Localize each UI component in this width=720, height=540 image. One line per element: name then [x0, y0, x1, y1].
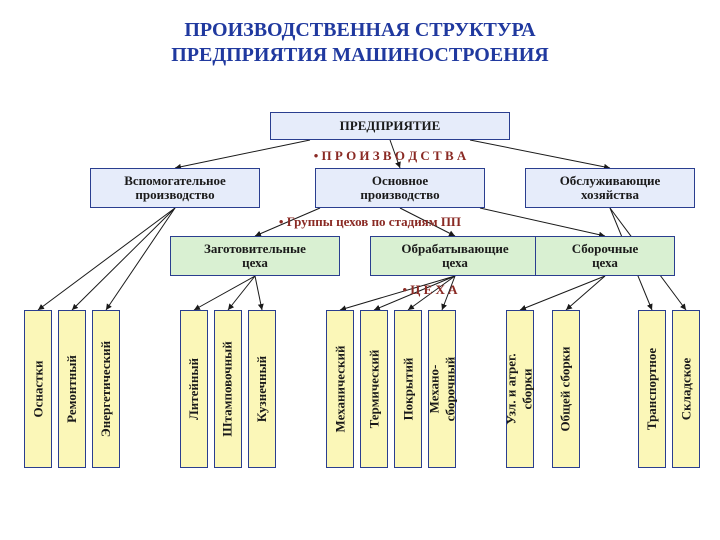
- processing-shops-label: Обрабатывающиецеха: [401, 242, 508, 271]
- shop-label: Покрытий: [400, 358, 416, 421]
- shop-procure-2: Кузнечный: [248, 310, 276, 468]
- shop-label: Ремонтный: [64, 355, 80, 423]
- diagram-root: ПРОИЗВОДСТВЕННАЯ СТРУКТУРА ПРЕДПРИЯТИЯ М…: [0, 0, 720, 540]
- assembly-shops-box: Сборочныецеха: [535, 236, 675, 276]
- processing-shops-box: Обрабатывающиецеха: [370, 236, 540, 276]
- label-shops: • Ц Е Х А: [360, 282, 500, 298]
- shop-label: Штамповочный: [220, 341, 236, 436]
- shop-label: Энергетический: [98, 341, 114, 437]
- shop-process-2: Покрытий: [394, 310, 422, 468]
- shop-procure-1: Штамповочный: [214, 310, 242, 468]
- shop-label: Складское: [678, 358, 694, 421]
- shop-label: Общей сборки: [558, 346, 574, 431]
- shop-label: Литейный: [186, 358, 202, 420]
- shop-aux-0: Оснастки: [24, 310, 52, 468]
- shop-process-3: Механо-сборочный: [428, 310, 456, 468]
- shop-label: Транспортное: [644, 348, 660, 430]
- shop-process-0: Механический: [326, 310, 354, 468]
- label-groups: • Группы цехов по стадиям ПП: [240, 214, 500, 230]
- main-production-label: Основноепроизводство: [360, 174, 439, 203]
- root-label: ПРЕДПРИЯТИЕ: [340, 119, 441, 133]
- shop-assembly-1: Общей сборки: [552, 310, 580, 468]
- shop-process-1: Термический: [360, 310, 388, 468]
- title-line-2: ПРЕДПРИЯТИЯ МАШИНОСТРОЕНИЯ: [171, 44, 549, 66]
- shop-assembly-0: Узл. и агрег.сборки: [506, 310, 534, 468]
- title-line-1: ПРОИЗВОДСТВЕННАЯ СТРУКТУРА: [184, 19, 535, 41]
- shop-service-1: Складское: [672, 310, 700, 468]
- shop-label: Узл. и агрег.сборки: [504, 353, 536, 424]
- shop-service-0: Транспортное: [638, 310, 666, 468]
- procurement-shops-box: Заготовительныецеха: [170, 236, 340, 276]
- shop-procure-0: Литейный: [180, 310, 208, 468]
- label-productions: • П Р О И З В О Д С Т В А: [270, 148, 510, 164]
- assembly-shops-label: Сборочныецеха: [572, 242, 639, 271]
- service-box: Обслуживающиехозяйства: [525, 168, 695, 208]
- shop-label: Механический: [332, 346, 348, 433]
- service-label: Обслуживающиехозяйства: [560, 174, 661, 203]
- aux-production-box: Вспомогательноепроизводство: [90, 168, 260, 208]
- shop-aux-1: Ремонтный: [58, 310, 86, 468]
- root-box: ПРЕДПРИЯТИЕ: [270, 112, 510, 140]
- shop-label: Оснастки: [30, 360, 46, 417]
- aux-production-label: Вспомогательноепроизводство: [124, 174, 226, 203]
- procurement-shops-label: Заготовительныецеха: [204, 242, 306, 271]
- shop-aux-2: Энергетический: [92, 310, 120, 468]
- shop-label: Кузнечный: [254, 356, 270, 422]
- diagram-title: ПРОИЗВОДСТВЕННАЯ СТРУКТУРА ПРЕДПРИЯТИЯ М…: [0, 18, 720, 68]
- shop-label: Термический: [366, 350, 382, 429]
- shop-label: Механо-сборочный: [426, 357, 458, 422]
- main-production-box: Основноепроизводство: [315, 168, 485, 208]
